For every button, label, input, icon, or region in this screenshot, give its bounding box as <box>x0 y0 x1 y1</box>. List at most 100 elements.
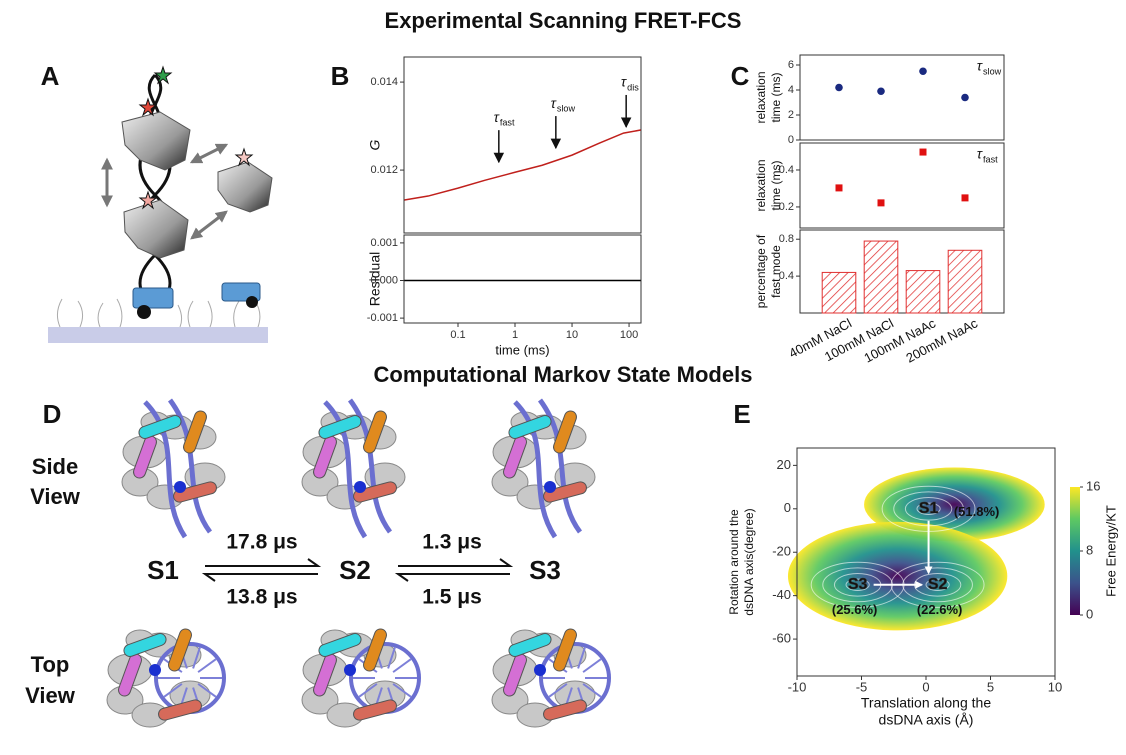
y-tick-label: 0.4 <box>779 270 794 282</box>
y-axis-label: fast mode <box>769 245 783 298</box>
protein-structure <box>106 628 226 728</box>
ion <box>354 481 366 493</box>
dna <box>537 398 583 534</box>
protein <box>123 199 189 259</box>
marker <box>835 184 843 192</box>
y-tick-label: -40 <box>772 587 791 602</box>
protein-structure <box>301 398 406 539</box>
ion <box>149 664 161 676</box>
biotin <box>137 305 151 319</box>
structures <box>106 398 611 728</box>
x-tick-label: 10 <box>1048 679 1062 694</box>
marker <box>961 194 969 202</box>
y-tick-label: 0.001 <box>370 237 398 249</box>
state-population: (22.6%) <box>917 602 963 617</box>
bar <box>947 249 983 314</box>
ion <box>344 664 356 676</box>
tau-symbol: τ <box>977 58 983 74</box>
marker <box>961 93 969 102</box>
y-axis-label: Rotation around the <box>727 509 741 615</box>
y-tick-label: 2 <box>788 109 794 121</box>
helix-colored <box>173 481 217 503</box>
helix-colored <box>553 410 577 454</box>
marker <box>835 83 843 92</box>
x-tick-label: -10 <box>788 679 807 694</box>
state-population: (25.6%) <box>832 602 878 617</box>
y-tick-label: 0.2 <box>779 201 794 213</box>
helix-colored <box>553 628 577 672</box>
tau-symbol: τ <box>621 74 627 90</box>
y-tick-label: 0 <box>788 134 794 146</box>
colorbar-tick-label: 16 <box>1086 478 1100 493</box>
y-tick-label: -60 <box>772 631 791 646</box>
y-tick-label: 0.012 <box>370 164 398 176</box>
dna-base <box>197 658 217 673</box>
x-tick-label: -5 <box>856 679 868 694</box>
y-axis-label: G <box>367 139 383 150</box>
y-axis-label: Residual <box>367 252 383 306</box>
helix-colored <box>168 628 192 672</box>
schematic-a <box>48 65 273 343</box>
bar <box>905 270 941 314</box>
dna-base <box>582 658 602 673</box>
colorbar-label: Free Energy/KT <box>1103 505 1118 597</box>
tau-symbol: τ <box>494 109 500 125</box>
surface <box>48 327 268 343</box>
tau-subscript: slow <box>983 66 1002 76</box>
x-tick-label: 100 <box>620 329 638 341</box>
dna-strand <box>138 73 172 302</box>
helix-colored <box>158 699 202 721</box>
y-axis-label: time (ms) <box>769 73 783 123</box>
y-axis-label: relaxation <box>754 71 768 123</box>
x-tick-label: 5 <box>987 679 994 694</box>
plot-frame <box>403 234 642 324</box>
helix-colored <box>138 415 182 439</box>
helix-colored <box>123 633 167 657</box>
y-axis-label: relaxation <box>754 159 768 211</box>
panel-label: B <box>331 61 350 91</box>
marker <box>919 67 927 76</box>
view-label: View <box>30 484 81 509</box>
state-label: S1 <box>147 555 179 585</box>
marker <box>919 148 927 156</box>
helix-colored <box>353 481 397 503</box>
panel-label: D <box>43 399 62 429</box>
dna-base <box>392 658 412 673</box>
helix-colored <box>363 410 387 454</box>
y-axis-label: time (ms) <box>769 161 783 211</box>
y-tick-label: 0.8 <box>779 233 794 245</box>
y-tick-label: 0.4 <box>779 164 794 176</box>
x-tick-label: 10 <box>566 329 578 341</box>
rate: 13.8 μs <box>226 586 297 609</box>
helix-colored <box>508 633 552 657</box>
streptavidin <box>132 287 174 309</box>
tau-subscript: slow <box>557 103 576 113</box>
dna <box>143 400 188 539</box>
y-tick-label: -20 <box>772 544 791 559</box>
protein <box>121 111 191 171</box>
rate: 1.5 μs <box>422 586 482 609</box>
protein-structure <box>491 628 611 728</box>
marker <box>877 87 885 96</box>
helix-colored <box>318 633 362 657</box>
section-title: Computational Markov State Models <box>374 362 753 387</box>
bar <box>821 271 857 314</box>
x-tick-label: 0 <box>922 679 929 694</box>
star <box>138 97 158 117</box>
biotin <box>246 296 258 308</box>
ion <box>544 481 556 493</box>
arrow <box>190 210 228 240</box>
y-tick-label: -0.001 <box>367 312 398 324</box>
helix-colored <box>543 699 587 721</box>
rate: 17.8 μs <box>226 531 297 554</box>
x-axis-label: time (ms) <box>495 342 549 357</box>
tau-subscript: dis <box>627 82 639 92</box>
x-axis-label: Translation along the <box>861 695 991 711</box>
dna-base <box>582 683 602 698</box>
dna <box>513 400 558 539</box>
helix-colored <box>543 481 587 503</box>
equilibrium-arrow <box>394 558 514 582</box>
plot-frame <box>403 56 642 234</box>
contour <box>845 578 870 591</box>
